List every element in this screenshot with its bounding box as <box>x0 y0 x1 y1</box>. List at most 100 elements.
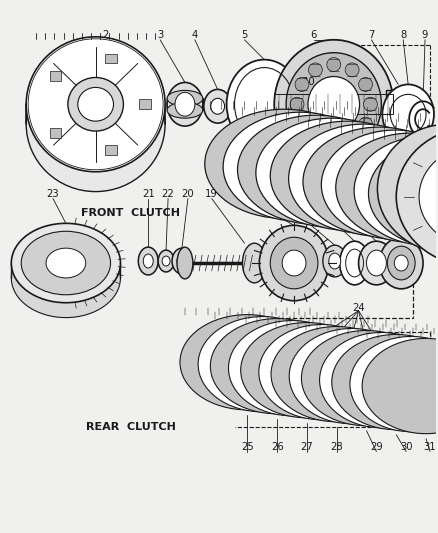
Ellipse shape <box>301 330 431 426</box>
Text: 19: 19 <box>205 189 218 199</box>
Ellipse shape <box>382 84 434 144</box>
Text: 7: 7 <box>368 30 374 40</box>
Ellipse shape <box>270 237 318 289</box>
Ellipse shape <box>226 60 302 149</box>
Ellipse shape <box>308 77 360 132</box>
Text: 27: 27 <box>300 441 313 451</box>
Text: 23: 23 <box>47 189 59 199</box>
Text: 11: 11 <box>424 172 436 182</box>
Text: 24: 24 <box>352 303 365 313</box>
Ellipse shape <box>323 245 346 277</box>
Ellipse shape <box>345 132 359 146</box>
Ellipse shape <box>368 139 438 248</box>
Ellipse shape <box>26 37 165 172</box>
Ellipse shape <box>308 63 322 77</box>
Ellipse shape <box>359 241 394 285</box>
Ellipse shape <box>327 137 341 151</box>
Ellipse shape <box>204 90 232 123</box>
Ellipse shape <box>270 121 425 230</box>
Ellipse shape <box>295 77 309 91</box>
Bar <box>49 127 61 138</box>
Text: 29: 29 <box>370 441 383 451</box>
Ellipse shape <box>26 56 165 191</box>
Text: 14: 14 <box>345 189 358 199</box>
Ellipse shape <box>158 250 174 272</box>
Text: 12: 12 <box>407 172 420 182</box>
Text: 17: 17 <box>238 189 251 199</box>
Text: 15: 15 <box>322 189 335 199</box>
Text: 3: 3 <box>157 30 163 40</box>
Text: FRONT  CLUTCH: FRONT CLUTCH <box>81 208 180 219</box>
Ellipse shape <box>143 254 153 268</box>
Ellipse shape <box>21 231 110 295</box>
Ellipse shape <box>11 238 120 318</box>
Ellipse shape <box>396 127 438 266</box>
Ellipse shape <box>359 117 372 131</box>
Text: 25: 25 <box>241 441 254 451</box>
Ellipse shape <box>46 248 86 278</box>
Ellipse shape <box>290 98 304 111</box>
Text: 4: 4 <box>192 30 198 40</box>
Ellipse shape <box>223 112 377 221</box>
Ellipse shape <box>419 147 438 246</box>
Text: 6: 6 <box>311 30 317 40</box>
Ellipse shape <box>210 319 344 414</box>
Ellipse shape <box>167 83 203 126</box>
Ellipse shape <box>367 250 386 276</box>
Ellipse shape <box>243 243 266 283</box>
Ellipse shape <box>180 314 315 410</box>
Ellipse shape <box>359 77 372 91</box>
Ellipse shape <box>340 241 370 285</box>
Ellipse shape <box>308 132 322 146</box>
Text: 31: 31 <box>424 441 436 451</box>
Bar <box>139 99 151 109</box>
Bar <box>105 145 117 155</box>
Text: 22: 22 <box>162 189 174 199</box>
Ellipse shape <box>256 118 408 227</box>
Ellipse shape <box>286 53 381 156</box>
Text: 2: 2 <box>102 30 109 40</box>
Ellipse shape <box>379 237 423 289</box>
Ellipse shape <box>167 102 203 118</box>
Ellipse shape <box>327 58 341 71</box>
Ellipse shape <box>211 98 225 114</box>
Ellipse shape <box>329 253 341 269</box>
Ellipse shape <box>11 223 120 303</box>
Text: 30: 30 <box>400 441 413 451</box>
Bar <box>274 94 393 114</box>
Ellipse shape <box>378 124 438 253</box>
Text: 28: 28 <box>330 441 343 451</box>
Text: 5: 5 <box>241 30 247 40</box>
Ellipse shape <box>387 246 415 280</box>
Ellipse shape <box>78 87 113 121</box>
Ellipse shape <box>172 248 192 274</box>
Ellipse shape <box>354 136 438 245</box>
Ellipse shape <box>162 256 170 266</box>
Ellipse shape <box>289 328 414 424</box>
Text: 20: 20 <box>182 189 194 199</box>
Ellipse shape <box>321 130 438 239</box>
Ellipse shape <box>345 63 359 77</box>
Ellipse shape <box>259 225 329 301</box>
Ellipse shape <box>198 317 326 412</box>
Ellipse shape <box>350 336 438 432</box>
Ellipse shape <box>177 247 193 279</box>
Text: 32: 32 <box>273 189 286 199</box>
Ellipse shape <box>241 322 373 418</box>
Ellipse shape <box>336 133 438 242</box>
Text: 10: 10 <box>303 77 315 87</box>
Ellipse shape <box>303 127 438 236</box>
Text: 16: 16 <box>303 189 315 199</box>
Ellipse shape <box>177 255 187 267</box>
Ellipse shape <box>394 255 408 271</box>
Ellipse shape <box>289 124 438 233</box>
Bar <box>386 91 410 98</box>
Text: 26: 26 <box>271 441 283 451</box>
Ellipse shape <box>362 338 438 434</box>
Ellipse shape <box>167 91 203 106</box>
Ellipse shape <box>68 77 124 131</box>
Text: 21: 21 <box>142 189 155 199</box>
Ellipse shape <box>399 144 438 233</box>
Bar <box>49 71 61 81</box>
Ellipse shape <box>332 335 438 430</box>
